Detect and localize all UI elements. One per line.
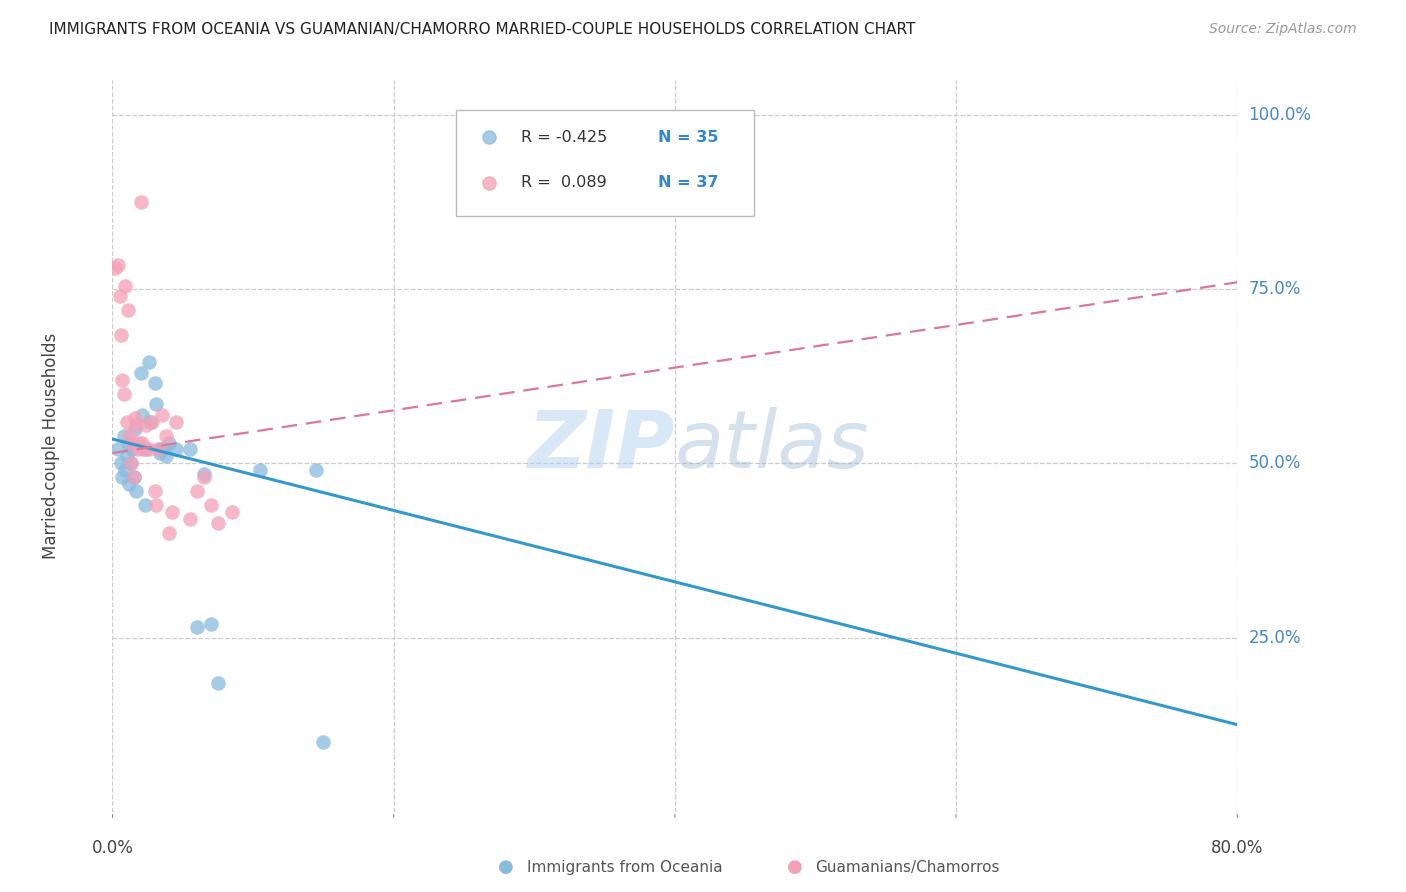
Point: [114, 463, 136, 477]
Point: [112, 386, 135, 401]
Point: [129, 195, 152, 210]
Point: [122, 470, 145, 484]
Point: [117, 435, 139, 450]
Point: [155, 450, 177, 464]
Text: R = -0.425: R = -0.425: [520, 130, 607, 145]
Point: [143, 376, 166, 391]
Text: 25.0%: 25.0%: [1249, 629, 1301, 647]
Text: 80.0%: 80.0%: [1211, 839, 1264, 857]
Point: [141, 415, 163, 429]
Point: [165, 415, 187, 429]
Point: [145, 498, 167, 512]
Point: [131, 435, 153, 450]
Point: [149, 446, 172, 460]
Text: N = 37: N = 37: [658, 175, 718, 190]
Point: [312, 735, 335, 749]
Point: [143, 484, 166, 499]
Text: Guamanians/Chamorros: Guamanians/Chamorros: [815, 860, 1000, 874]
Text: atlas: atlas: [675, 407, 870, 485]
Point: [112, 428, 135, 442]
Point: [155, 428, 177, 442]
Text: ●: ●: [786, 858, 803, 876]
Point: [115, 450, 138, 464]
Point: [124, 411, 146, 425]
Point: [125, 418, 148, 433]
Point: [107, 442, 129, 457]
Point: [200, 616, 222, 631]
Point: [179, 442, 201, 457]
Point: [138, 355, 160, 369]
Point: [221, 505, 243, 519]
Text: 100.0%: 100.0%: [1249, 106, 1312, 124]
Point: [120, 457, 142, 471]
Text: Source: ZipAtlas.com: Source: ZipAtlas.com: [1209, 22, 1357, 37]
Point: [186, 620, 208, 634]
Point: [111, 470, 134, 484]
Point: [134, 498, 156, 512]
Point: [135, 442, 157, 457]
Point: [148, 442, 170, 457]
Text: IMMIGRANTS FROM OCEANIA VS GUAMANIAN/CHAMORRO MARRIED-COUPLE HOUSEHOLDS CORRELAT: IMMIGRANTS FROM OCEANIA VS GUAMANIAN/CHA…: [49, 22, 915, 37]
Point: [104, 261, 127, 276]
Point: [157, 526, 180, 541]
Text: 0.0%: 0.0%: [91, 839, 134, 857]
Point: [107, 258, 129, 272]
Text: 50.0%: 50.0%: [1249, 454, 1301, 473]
Point: [160, 505, 183, 519]
Point: [249, 463, 271, 477]
Point: [127, 442, 149, 457]
Text: ZIP: ZIP: [527, 407, 675, 485]
Point: [207, 516, 229, 530]
Point: [305, 463, 328, 477]
Point: [105, 205, 128, 219]
Point: [139, 415, 162, 429]
Text: R =  0.089: R = 0.089: [520, 175, 606, 190]
Text: Married-couple Households: Married-couple Households: [42, 333, 59, 559]
Point: [111, 373, 134, 387]
Point: [186, 484, 208, 499]
Point: [110, 457, 132, 471]
Text: ●: ●: [498, 858, 515, 876]
Point: [115, 415, 138, 429]
Point: [117, 303, 139, 318]
Point: [131, 408, 153, 422]
Point: [200, 498, 222, 512]
Point: [145, 397, 167, 411]
FancyBboxPatch shape: [456, 110, 754, 216]
Point: [129, 366, 152, 380]
Point: [132, 442, 155, 457]
Point: [128, 435, 150, 450]
Point: [138, 442, 160, 457]
Point: [125, 484, 148, 499]
Point: [193, 470, 215, 484]
Point: [118, 428, 141, 442]
Point: [152, 442, 174, 457]
Text: 75.0%: 75.0%: [1249, 280, 1301, 298]
Point: [114, 278, 136, 293]
Point: [121, 435, 143, 450]
Point: [148, 442, 170, 457]
Point: [122, 470, 145, 484]
Point: [118, 477, 141, 491]
Text: Immigrants from Oceania: Immigrants from Oceania: [527, 860, 723, 874]
Point: [124, 421, 146, 435]
Point: [193, 467, 215, 481]
Point: [108, 289, 131, 303]
Point: [110, 327, 132, 342]
Point: [121, 442, 143, 457]
Point: [135, 418, 157, 433]
Point: [207, 676, 229, 690]
Point: [120, 457, 142, 471]
Point: [157, 435, 180, 450]
Text: N = 35: N = 35: [658, 130, 718, 145]
Point: [150, 408, 173, 422]
Point: [105, 162, 128, 177]
Point: [165, 442, 187, 457]
Point: [179, 512, 201, 526]
